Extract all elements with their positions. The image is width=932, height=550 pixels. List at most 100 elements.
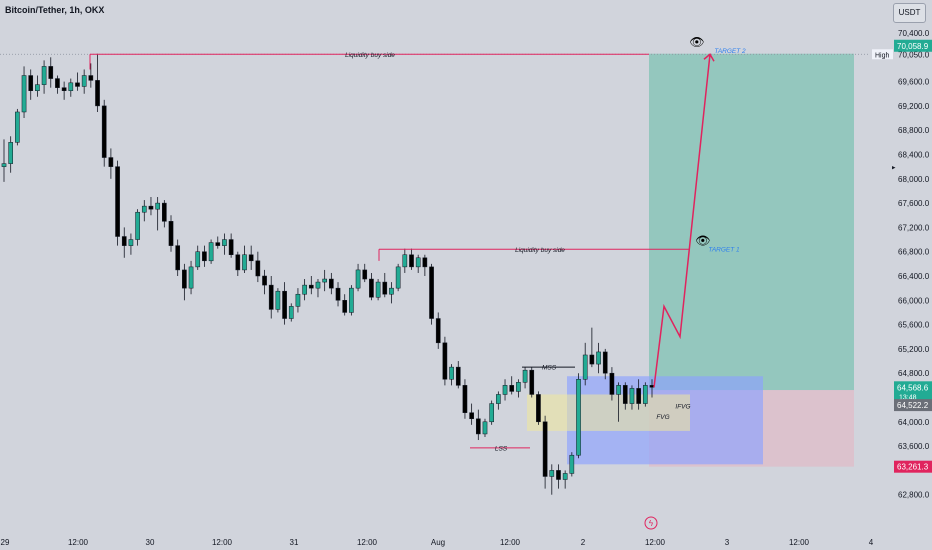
candle-body [502, 385, 508, 395]
price-tick-label: 69,600.0 [898, 78, 930, 87]
candle-body [188, 266, 194, 289]
candle-body [582, 354, 588, 380]
lightning-icon: ϟ [649, 519, 654, 528]
price-tick-label: 66,400.0 [898, 272, 930, 281]
candle-body [475, 418, 481, 435]
candle-body [242, 254, 247, 271]
price-tick-label: 65,600.0 [898, 321, 930, 330]
candle-body [302, 284, 307, 295]
price-tick-label: 65,200.0 [898, 345, 930, 354]
candle-body [275, 290, 281, 310]
time-tick-label: 30 [146, 538, 155, 547]
candle-body [81, 75, 87, 87]
price-tick-label: 68,000.0 [898, 175, 930, 184]
price-tick-label: 68,400.0 [898, 151, 930, 160]
candle-body [1, 163, 7, 167]
candle-body [262, 275, 267, 286]
candle-body [522, 369, 528, 383]
candle-body [482, 421, 488, 435]
candle-body [222, 239, 227, 246]
candle-body [442, 342, 448, 380]
candle-body [182, 269, 187, 289]
candle-body [195, 251, 201, 268]
candle-body [469, 412, 474, 420]
candle-body [602, 351, 608, 374]
target-1-label: TARGET 1 [708, 246, 740, 253]
candle-body [208, 242, 214, 262]
candle-body [55, 78, 60, 88]
profit-zone [649, 53, 854, 391]
time-tick-label: 12:00 [212, 538, 233, 547]
candle-body [536, 394, 541, 423]
high-tag-box [872, 49, 893, 60]
mss-label: MSS [542, 365, 557, 372]
high-value-box [894, 39, 932, 52]
candle-body [529, 369, 535, 395]
eye-icon: 👁 [695, 233, 710, 247]
candle-body [562, 473, 568, 480]
time-axis: 29 12:00 30 12:00 31 12:00 Aug 12:00 2 12:00 3 12:0… [1, 516, 874, 547]
candle-body [382, 281, 388, 295]
candle-body [402, 254, 408, 268]
candle-body [135, 211, 140, 240]
ifvg-label: IFVG [675, 404, 690, 411]
candle-body [542, 421, 548, 477]
candle-body [335, 287, 341, 301]
time-tick-label: 2 [581, 538, 586, 547]
stop-price-box [894, 460, 932, 473]
candles [1, 53, 655, 495]
high-tag: High [875, 52, 890, 59]
candle-body [315, 281, 321, 289]
candle-body [455, 366, 461, 386]
candle-body [369, 278, 374, 298]
price-tick-label: 64,000.0 [898, 418, 930, 427]
currency-button[interactable]: USDT [893, 3, 926, 23]
candle-body [268, 284, 274, 310]
candle-body [282, 290, 287, 319]
current-price-box [894, 381, 932, 402]
price-axis: 70,400.0 69,600.0 69,200.0 68,800.0 68,400.0… [892, 29, 930, 500]
candle-body [148, 205, 154, 210]
candle-body [48, 66, 54, 79]
candle-body [355, 269, 361, 289]
candle-body [556, 470, 561, 480]
candle-body [342, 300, 348, 313]
candle-body [509, 385, 515, 392]
time-tick-label: 29 [1, 538, 10, 547]
candle-body [255, 260, 261, 277]
time-tick-label: 12:00 [357, 538, 378, 547]
candle-body [28, 75, 34, 91]
candle-body [409, 254, 414, 268]
candle-body [175, 245, 181, 271]
candle-body [362, 269, 368, 280]
candle-body [288, 306, 294, 319]
candle-body [35, 84, 40, 91]
candle-body [449, 366, 454, 380]
price-tick-label: 68,800.0 [898, 126, 930, 135]
candle-body [489, 403, 494, 423]
candle-body [235, 254, 241, 271]
chart-title: Bitcoin/Tether, 1h, OKX [5, 5, 105, 15]
candle-body [389, 287, 394, 295]
candle-body [349, 287, 354, 313]
candle-body [622, 385, 628, 404]
price-tick-label: 70,400.0 [898, 29, 930, 38]
eye-icon: 👁 [689, 35, 704, 49]
candle-body [589, 354, 595, 365]
candle-body [576, 379, 581, 456]
candle-body [21, 75, 27, 113]
candle-body [162, 202, 167, 222]
candle-body [248, 254, 254, 262]
candle-body [95, 80, 100, 107]
lightning-icon [644, 516, 658, 530]
stop-price-label: 63,261.3 [897, 463, 929, 472]
candle-body [435, 318, 441, 344]
candle-body [15, 111, 20, 143]
target-2-label: TARGET 2 [714, 48, 746, 55]
candle-body [395, 266, 401, 289]
candle-body [516, 382, 521, 392]
price-tags: High 70,050.070,058.9 64,568.6 13:4864,522.… [872, 39, 932, 473]
current-price-label: 64,568.6 [897, 383, 929, 392]
candle-body [8, 142, 14, 164]
